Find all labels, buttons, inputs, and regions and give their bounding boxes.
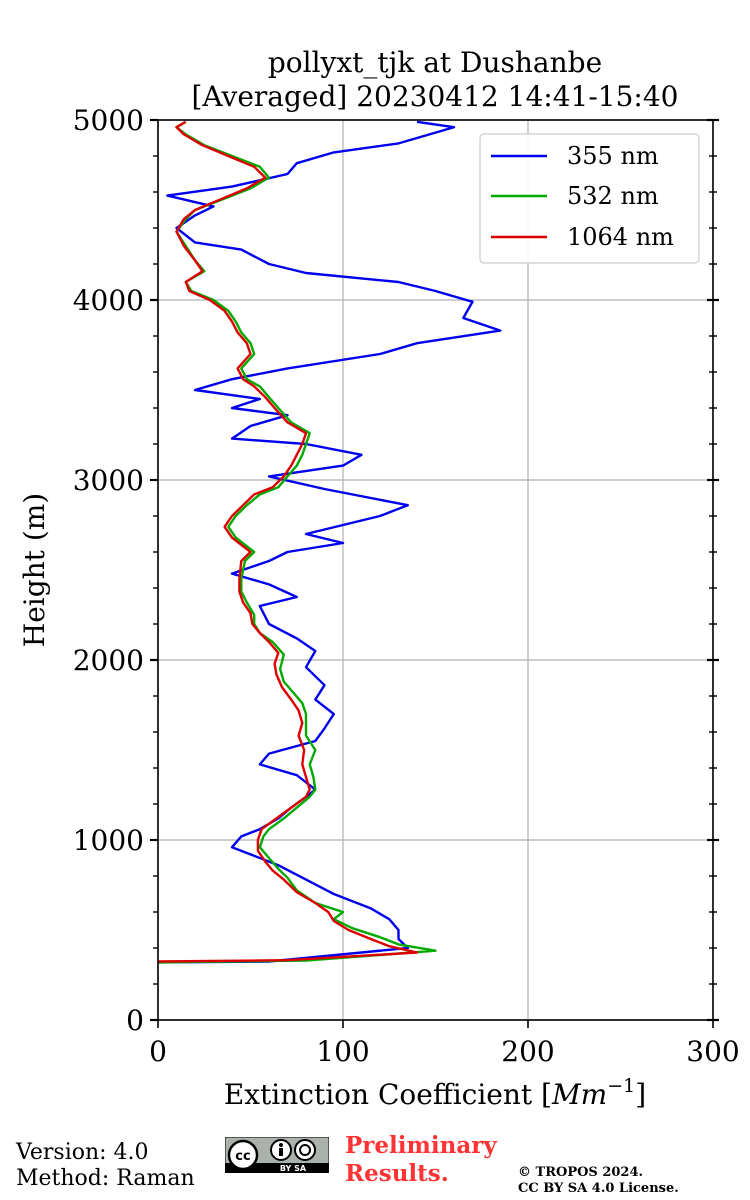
legend-label-355: 355 nm <box>567 142 659 170</box>
y-axis-label: Height (m) <box>18 493 51 647</box>
x-axis-label: Extinction Coefficient [Mm−1] <box>224 1075 646 1111</box>
legend-label-532: 532 nm <box>567 182 659 210</box>
x-tick-labels: 0 100 200 300 <box>149 1035 740 1068</box>
x-tick-label: 200 <box>501 1035 554 1068</box>
y-tick-label: 2000 <box>73 644 144 677</box>
copyright-line-2: CC BY SA 4.0 License. <box>518 1181 679 1196</box>
y-tick-labels: 0 1000 2000 3000 4000 5000 <box>73 104 144 1037</box>
cc-license-badge: cc BY SA <box>225 1137 329 1173</box>
chart-subtitle: [Averaged] 20230412 14:41-15:40 <box>192 80 679 113</box>
x-tick-label: 0 <box>149 1035 167 1068</box>
series-lines <box>157 120 502 964</box>
x-tick-label: 100 <box>316 1035 369 1068</box>
method-text: Method: Raman <box>16 1166 195 1191</box>
series-line-2 <box>157 120 437 964</box>
y-tick-label: 1000 <box>73 824 144 857</box>
chart-title: pollyxt_tjk at Dushanbe <box>268 46 602 79</box>
legend-box <box>479 133 700 264</box>
series-line-1 <box>157 120 502 964</box>
preliminary-line-2: Results. <box>345 1160 449 1187</box>
x-tick-label: 300 <box>686 1035 739 1068</box>
version-text: Version: 4.0 <box>16 1140 149 1165</box>
axis-ticks <box>150 118 719 1028</box>
cc-badge-label: BY SA <box>280 1164 307 1173</box>
y-tick-label: 0 <box>126 1004 144 1037</box>
copyright-line-1: © TROPOS 2024. <box>518 1165 644 1180</box>
copyright-notice: © TROPOS 2024. CC BY SA 4.0 License. <box>518 1165 679 1197</box>
y-tick-label: 4000 <box>73 284 144 317</box>
preliminary-results-notice: Preliminary Results. <box>345 1132 497 1188</box>
legend-label-1064: 1064 nm <box>567 223 674 251</box>
series-line-3 <box>157 120 419 963</box>
preliminary-line-1: Preliminary <box>345 1132 497 1159</box>
svg-text:cc: cc <box>235 1149 250 1164</box>
legend: 355 nm 532 nm 1064 nm <box>479 133 700 264</box>
y-tick-label: 3000 <box>73 464 144 497</box>
plot-frame <box>157 119 714 1021</box>
extinction-profile-chart: pollyxt_tjk at Dushanbe [Averaged] 20230… <box>18 46 740 1111</box>
y-tick-label: 5000 <box>73 104 144 137</box>
